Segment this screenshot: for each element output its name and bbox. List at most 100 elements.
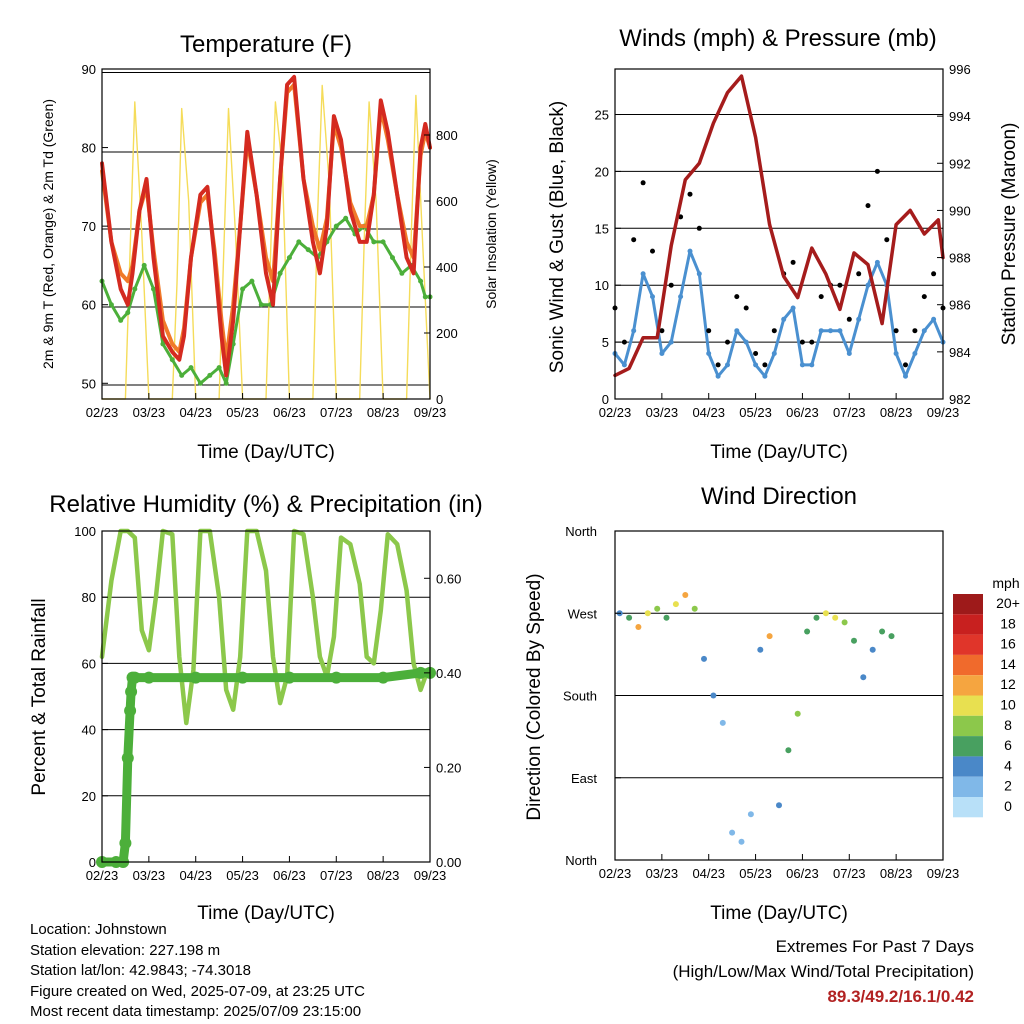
wind-plot-frame <box>614 68 944 400</box>
speed-colorbar: 20+ 18 16 14 12 10 8 6 4 2 0 <box>953 594 1020 818</box>
temperature-y2-ticks: 0 200 400 600 800 <box>424 128 458 407</box>
gust-point <box>865 203 871 209</box>
sonic-wind-point <box>650 294 655 300</box>
x-tick-label: 08/23 <box>367 405 400 420</box>
sonic-wind-point <box>753 362 759 368</box>
direction-y-ticks: North East South West North <box>563 524 621 868</box>
right-tick-label: 996 <box>949 62 971 77</box>
direction-point <box>747 811 754 818</box>
sonic-wind-point <box>818 328 824 334</box>
gust-point <box>856 271 862 277</box>
colorbar-label: 14 <box>1000 656 1016 672</box>
left-tick-label: 10 <box>595 278 609 293</box>
dewpoint-point <box>216 365 222 371</box>
colorbar-swatch <box>953 736 983 757</box>
gust-point <box>659 328 665 334</box>
left-tick-label: 80 <box>82 590 96 605</box>
precipitation-point <box>125 685 138 698</box>
temperature-x-ticks: 02/23 03/23 04/23 05/23 06/23 07/23 08/23 09/23 <box>86 393 446 420</box>
direction-point <box>729 829 736 836</box>
dewpoint-point <box>390 255 395 261</box>
sonic-wind-point <box>696 271 702 277</box>
colorbar-swatch <box>953 654 983 676</box>
left-tick-label: North <box>565 853 597 868</box>
x-tick-label: 03/23 <box>646 405 679 420</box>
dewpoint-point <box>223 380 229 386</box>
left-tick-label: 60 <box>82 298 96 313</box>
right-tick-label: 0.60 <box>436 571 461 586</box>
gust-point <box>884 237 890 243</box>
sonic-wind-point <box>678 294 684 300</box>
dewpoint-point <box>197 380 203 386</box>
gust-point <box>621 339 627 345</box>
colorbar-label: 8 <box>1004 717 1012 733</box>
dewpoint-point <box>296 239 302 245</box>
x-tick-label: 02/23 <box>599 866 632 881</box>
gust-point <box>931 271 937 277</box>
rh-precip-title: Relative Humidity (%) & Precipitation (i… <box>49 491 482 518</box>
precip-y2-ticks: 0.00 0.20 0.40 0.60 <box>424 571 461 870</box>
direction-point <box>682 592 689 598</box>
sonic-wind-point <box>734 328 740 334</box>
extremes-box: Extremes For Past 7 Days (High/Low/Max W… <box>673 934 974 1009</box>
dewpoint-point <box>399 270 405 276</box>
dewpoint-point <box>207 372 213 378</box>
x-tick-label: 02/23 <box>599 405 632 420</box>
sonic-wind-point <box>640 271 646 277</box>
sonic-wind-point <box>715 373 721 379</box>
temperature-title: Temperature (F) <box>180 31 352 58</box>
x-tick-label: 03/23 <box>133 405 166 420</box>
sonic-wind-point <box>762 373 768 379</box>
x-tick-label: 07/23 <box>833 866 866 881</box>
left-tick-label: 20 <box>82 789 96 804</box>
dewpoint-point <box>141 262 147 268</box>
direction-point <box>794 710 801 717</box>
temperature-y2-label: Solar Insolation (Yellow) <box>483 159 499 309</box>
sonic-wind-point <box>781 316 787 322</box>
dewpoint-point <box>286 255 292 261</box>
direction-point <box>851 637 857 644</box>
direction-point <box>888 633 895 640</box>
sonic-wind-point <box>837 328 843 334</box>
gust-point <box>668 282 674 288</box>
direction-point <box>701 655 707 662</box>
left-tick-label: East <box>571 771 597 786</box>
station-location: Location: Johnstown <box>30 921 167 938</box>
direction-point <box>832 614 839 621</box>
x-tick-label: 08/23 <box>367 868 400 883</box>
rh-precip-panel: Relative Humidity (%) & Precipitation (i… <box>29 491 483 924</box>
gust-point <box>921 294 927 300</box>
x-tick-label: 05/23 <box>226 868 259 883</box>
dewpoint-point <box>160 341 166 347</box>
x-tick-label: 08/23 <box>880 405 913 420</box>
dewpoint-point <box>258 302 264 308</box>
precipitation-line <box>97 668 435 867</box>
direction-point <box>626 614 633 621</box>
direction-point <box>635 624 642 630</box>
x-tick-label: 02/23 <box>86 405 119 420</box>
rh-plot-frame <box>101 530 431 863</box>
sonic-wind-point <box>771 351 777 356</box>
dewpoint-point <box>179 372 185 378</box>
direction-point <box>785 747 792 754</box>
gust-point <box>912 328 918 334</box>
sonic-wind-point <box>809 362 815 368</box>
wind-grid <box>615 114 943 343</box>
x-tick-label: 06/23 <box>786 866 819 881</box>
sonic-wind-point <box>893 351 899 356</box>
left-tick-label: 40 <box>82 723 96 738</box>
direction-point <box>738 838 745 845</box>
sonic-wind-point <box>743 339 749 345</box>
right-tick-label: 982 <box>949 392 971 407</box>
x-tick-label: 04/23 <box>179 405 212 420</box>
wind-x-ticks: 02/23 03/23 04/23 05/23 06/23 07/23 08/23 09/23 <box>599 393 959 420</box>
precipitation-point <box>236 671 249 684</box>
x-tick-label: 03/23 <box>133 868 166 883</box>
x-tick-label: 05/23 <box>739 866 772 881</box>
pressure-y2-ticks: 982 984 986 988 990 992 994 996 <box>937 62 971 407</box>
temperature-y-ticks: 50 60 70 80 90 <box>82 62 108 391</box>
left-tick-label: South <box>563 689 597 704</box>
station-latlon: Station lat/lon: 42.9843; -74.3018 <box>30 962 252 979</box>
x-tick-label: 05/23 <box>226 405 259 420</box>
precipitation-point <box>414 666 427 679</box>
